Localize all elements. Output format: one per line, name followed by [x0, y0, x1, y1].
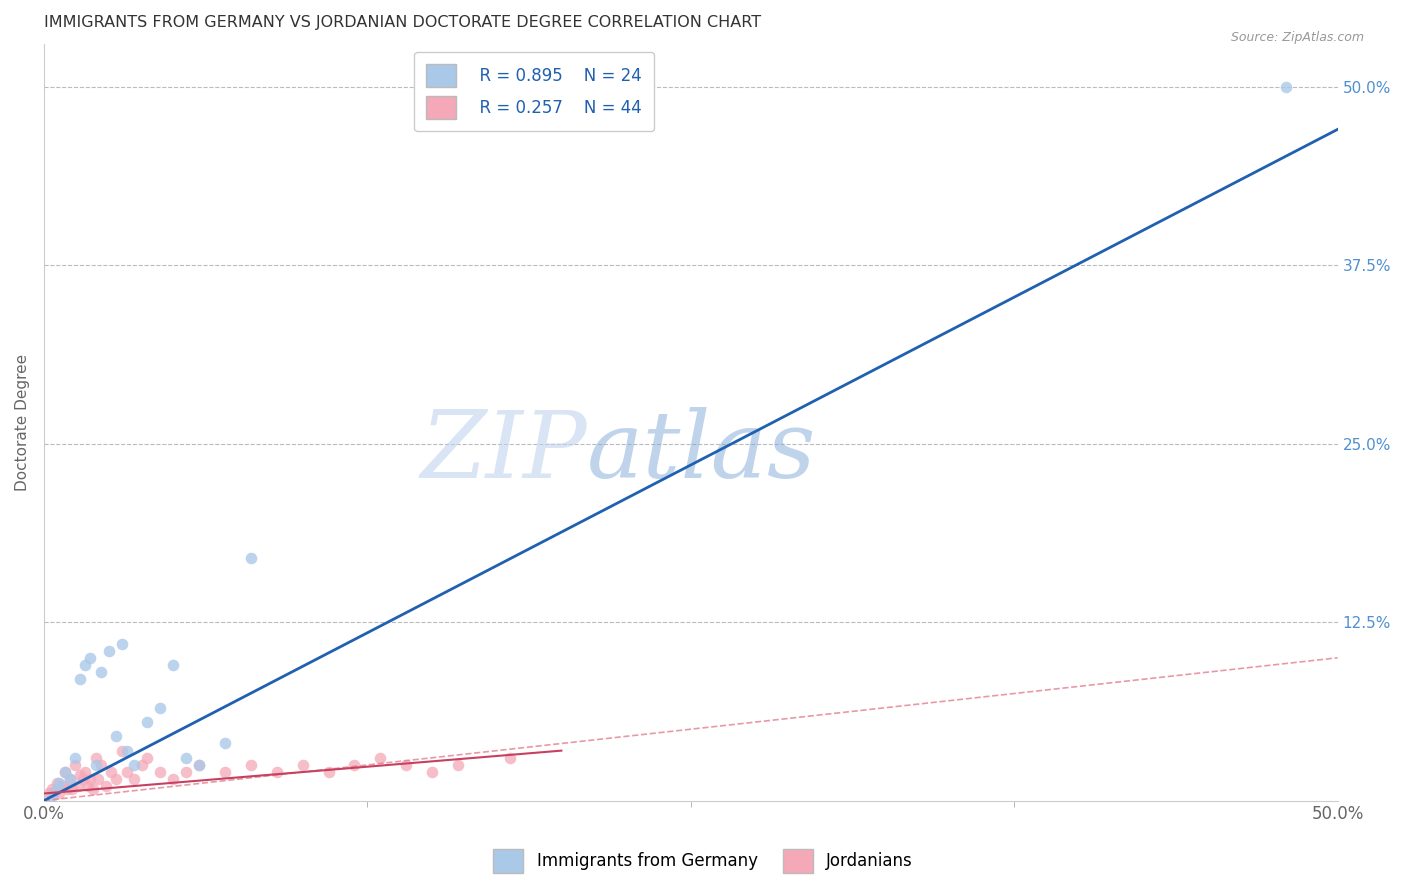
Point: [51, 780, 73, 794]
Point: [59, 772, 82, 787]
Legend:   R = 0.895    N = 24,   R = 0.257    N = 44: R = 0.895 N = 24, R = 0.257 N = 44: [415, 52, 654, 131]
Point: [63, 758, 86, 772]
Point: [239, 550, 262, 565]
Point: [162, 772, 184, 787]
Point: [90, 665, 112, 679]
Point: [1275, 79, 1298, 94]
Point: [266, 765, 288, 780]
Point: [53, 765, 76, 780]
Point: [90, 758, 112, 772]
Point: [45, 776, 67, 790]
Point: [100, 765, 122, 780]
Point: [149, 700, 172, 714]
Point: [131, 758, 153, 772]
Point: [110, 744, 132, 758]
Point: [45, 782, 67, 797]
Point: [79, 772, 101, 787]
Point: [66, 780, 89, 794]
Point: [136, 714, 159, 729]
Text: IMMIGRANTS FROM GERMANY VS JORDANIAN DOCTORATE DEGREE CORRELATION CHART: IMMIGRANTS FROM GERMANY VS JORDANIAN DOC…: [44, 15, 761, 30]
Point: [188, 758, 211, 772]
Point: [94, 780, 117, 794]
Point: [318, 765, 340, 780]
Point: [136, 751, 159, 765]
Point: [79, 650, 101, 665]
Point: [48, 787, 70, 801]
Point: [149, 765, 172, 780]
Point: [59, 772, 82, 787]
Point: [124, 758, 146, 772]
Point: [174, 751, 197, 765]
Point: [124, 772, 146, 787]
Point: [343, 758, 366, 772]
Text: ZIP: ZIP: [420, 408, 588, 498]
Point: [44, 785, 66, 799]
Point: [41, 782, 63, 797]
Point: [291, 758, 314, 772]
Y-axis label: Doctorate Degree: Doctorate Degree: [15, 353, 30, 491]
Point: [395, 758, 418, 772]
Point: [188, 758, 211, 772]
Point: [48, 776, 70, 790]
Point: [162, 657, 184, 672]
Point: [239, 758, 262, 772]
Point: [115, 744, 138, 758]
Point: [75, 657, 97, 672]
Point: [75, 765, 97, 780]
Legend: Immigrants from Germany, Jordanians: Immigrants from Germany, Jordanians: [486, 842, 920, 880]
Point: [63, 751, 86, 765]
Point: [53, 765, 76, 780]
Point: [110, 636, 132, 650]
Point: [174, 765, 197, 780]
Point: [38, 787, 60, 801]
Point: [60, 782, 83, 797]
Point: [72, 772, 94, 787]
Text: Source: ZipAtlas.com: Source: ZipAtlas.com: [1230, 31, 1364, 45]
Point: [115, 765, 138, 780]
Point: [368, 751, 391, 765]
Point: [214, 737, 236, 751]
Text: atlas: atlas: [588, 408, 817, 498]
Point: [84, 751, 107, 765]
Point: [97, 643, 120, 657]
Point: [420, 765, 443, 780]
Point: [77, 780, 100, 794]
Point: [69, 672, 91, 686]
Point: [447, 758, 470, 772]
Point: [56, 782, 79, 797]
Point: [84, 758, 107, 772]
Point: [82, 782, 104, 797]
Point: [105, 730, 128, 744]
Point: [87, 772, 110, 787]
Point: [498, 751, 520, 765]
Point: [41, 789, 63, 804]
Point: [69, 768, 91, 782]
Point: [105, 772, 128, 787]
Point: [214, 765, 236, 780]
